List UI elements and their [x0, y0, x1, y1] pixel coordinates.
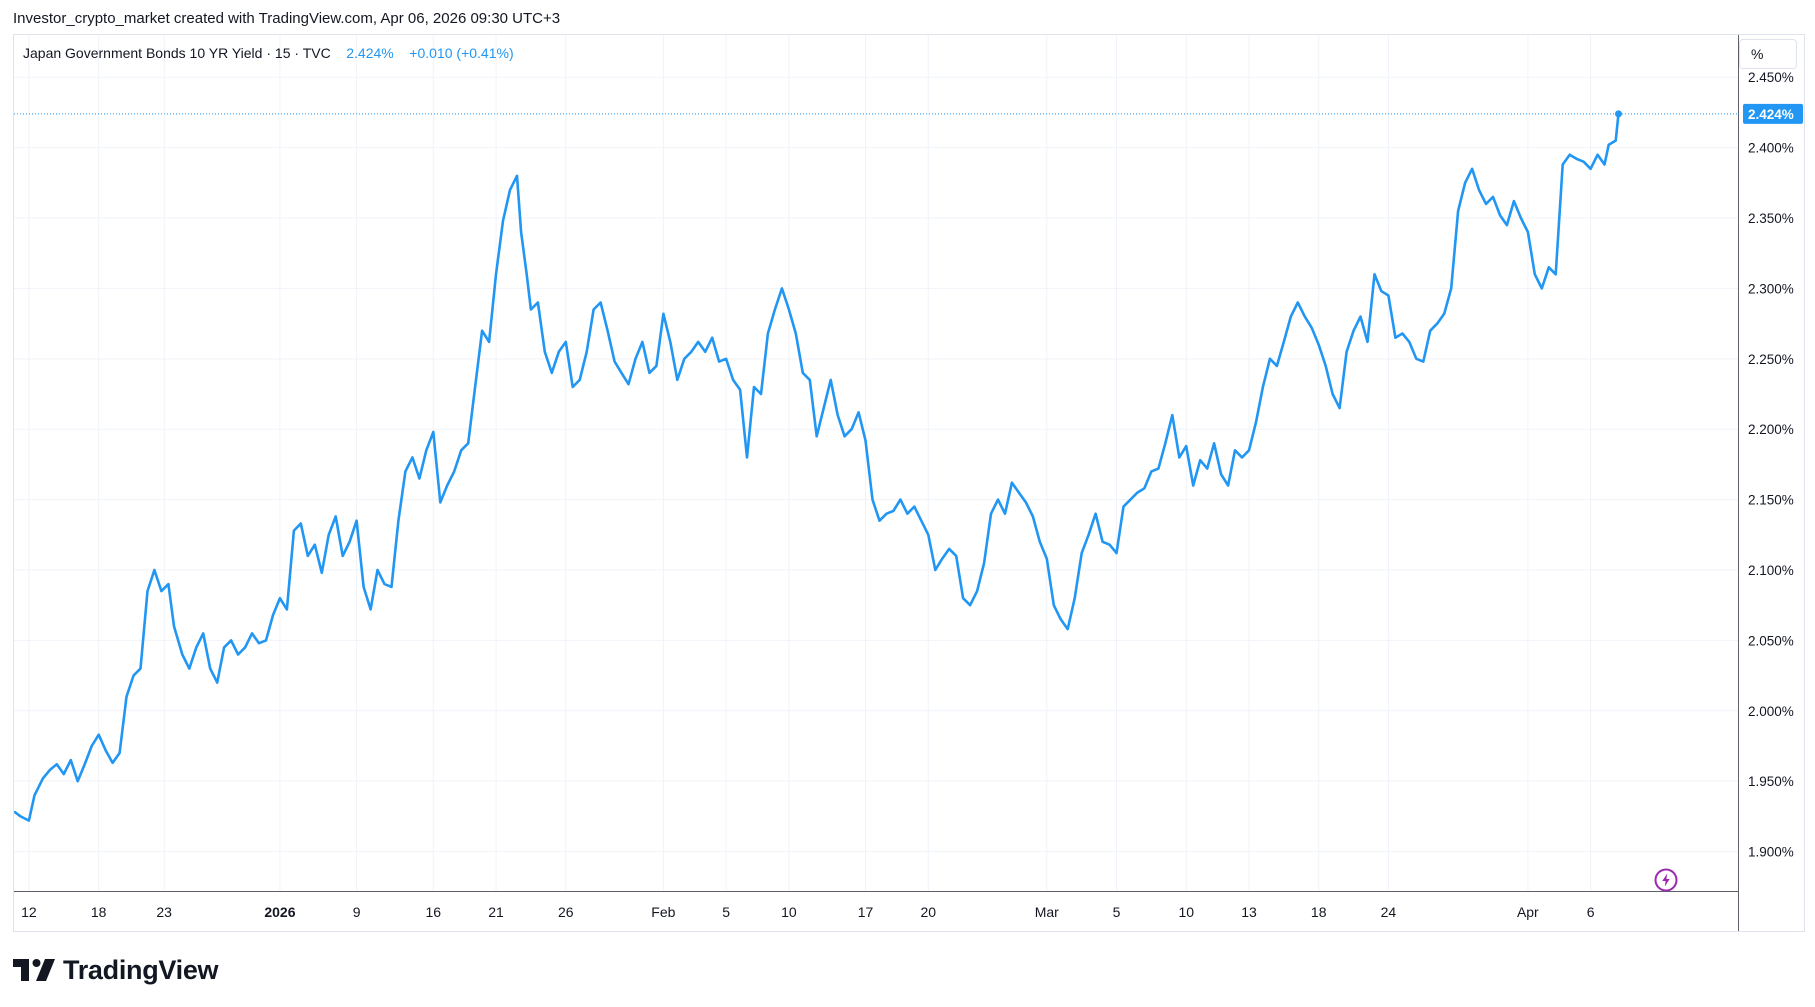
legend-change-percent: (+0.41%) [456, 45, 514, 61]
tradingview-logo[interactable]: TradingView [13, 953, 219, 987]
legend-interval: 15 [274, 45, 291, 61]
legend-change: +0.010 [409, 45, 453, 61]
y-tick-label: 1.950% [1748, 774, 1794, 789]
legend-symbol-name: Japan Government Bonds 10 YR Yield [23, 45, 263, 61]
y-tick-label: 2.350% [1748, 211, 1794, 226]
chart-frame[interactable]: 2.450% 2.400% 2.350% 2.300% 2.250% 2.200% 2.15… [13, 34, 1805, 932]
y-tick-label: 2.150% [1748, 493, 1794, 508]
last-price-dot [1614, 110, 1622, 118]
x-tick-label: 16 [426, 904, 442, 920]
last-price-label: 2.424% [1748, 107, 1794, 122]
y-tick-label: 1.900% [1748, 845, 1794, 860]
legend-separator: · [294, 45, 303, 61]
legend-source: TVC [302, 45, 331, 61]
y-tick-label: 2.250% [1748, 352, 1794, 367]
x-tick-label: 2026 [264, 904, 295, 920]
x-tick-label: 24 [1381, 904, 1397, 920]
x-tick-label: 20 [920, 904, 936, 920]
x-tick-label: 5 [1113, 904, 1121, 920]
last-price-label-bg [1743, 103, 1803, 124]
x-tick-label: 10 [781, 904, 797, 920]
x-tick-label: Mar [1035, 904, 1059, 920]
legend-separator: · [266, 45, 275, 61]
x-tick-label: 18 [91, 904, 107, 920]
x-tick-label: 10 [1178, 904, 1194, 920]
y-tick-label: 2.000% [1748, 704, 1794, 719]
yield-series-line[interactable] [14, 112, 1620, 822]
y-tick-label: 2.450% [1748, 70, 1794, 85]
y-tick-label: 2.300% [1748, 281, 1794, 296]
lightning-event-icon[interactable] [1654, 868, 1678, 892]
y-tick-label: 2.100% [1748, 563, 1794, 578]
chart-attribution: Investor_crypto_market created with Trad… [13, 10, 561, 27]
y-tick-label: 2.050% [1748, 633, 1794, 648]
x-tick-label: 6 [1587, 904, 1595, 920]
y-tick-label: 2.400% [1748, 141, 1794, 156]
x-tick-label: 18 [1311, 904, 1327, 920]
x-tick-label: 17 [858, 904, 874, 920]
x-tick-label: Apr [1517, 904, 1539, 920]
x-tick-label: 13 [1241, 904, 1257, 920]
x-tick-label: 9 [353, 904, 361, 920]
legend-value: 2.424% [346, 45, 394, 61]
brand-name: TradingView [63, 954, 219, 985]
x-tick-label: 26 [558, 904, 574, 920]
symbol-legend[interactable]: Japan Government Bonds 10 YR Yield · 15 … [23, 44, 514, 62]
x-tick-label: Feb [651, 904, 675, 920]
line-chart[interactable]: 2.450% 2.400% 2.350% 2.300% 2.250% 2.200% 2.15… [14, 35, 1804, 931]
x-tick-label: 23 [156, 904, 172, 920]
tradingview-logo-icon [13, 959, 55, 981]
x-tick-label: 5 [722, 904, 730, 920]
price-unit-button[interactable]: % [1739, 39, 1797, 69]
y-tick-label: 2.200% [1748, 422, 1794, 437]
x-tick-label: 21 [488, 904, 504, 920]
x-tick-label: 12 [21, 904, 37, 920]
